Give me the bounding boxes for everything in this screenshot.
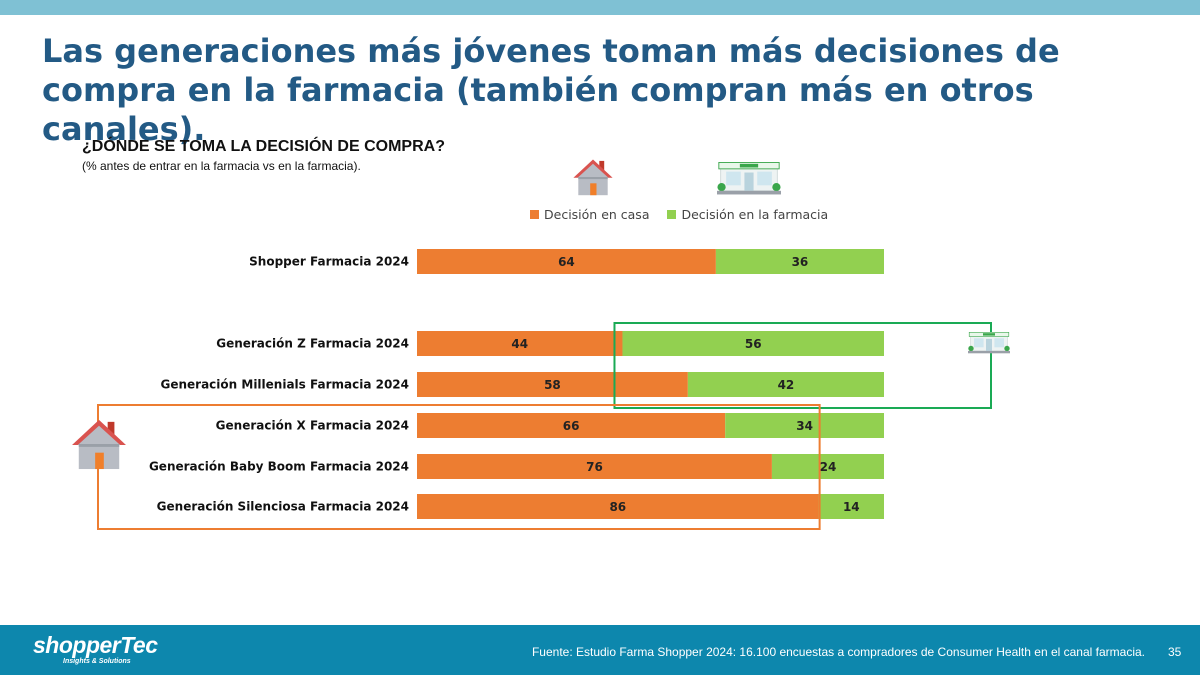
bar-segment-farmacia: [687, 372, 884, 397]
bar-segment-farmacia: [622, 331, 884, 356]
data-label: 76: [586, 460, 603, 474]
data-label: 44: [511, 337, 528, 351]
pharmacy-storefront-icon: [968, 331, 1010, 354]
data-label: 64: [558, 255, 575, 269]
chart-subheading: (% antes de entrar en la farmacia vs en …: [82, 159, 361, 173]
stacked-bar-chart: 64 36 44 56 58 42 66 34 76 24 86 14 Shopper Farmaci…: [72, 159, 1010, 530]
bars-layer: 64 36 44 56 58 42 66 34 76 24 86 14: [417, 249, 884, 519]
house-icon: [573, 159, 613, 196]
category-label: Generación Baby Boom Farmacia 2024: [149, 460, 409, 474]
category-label: Generación Silenciosa Farmacia 2024: [157, 500, 409, 514]
chart-legend: Decisión en casa Decisión en la farmacia: [530, 207, 828, 222]
slide-title: Las generaciones más jóvenes toman más d…: [42, 32, 1060, 148]
category-label: Generación Millenials Farmacia 2024: [161, 378, 410, 392]
bar-segment-casa: [417, 413, 726, 438]
data-label: 66: [563, 419, 580, 433]
highlight-box-farmacia: [613, 322, 992, 409]
category-label: Generación Z Farmacia 2024: [216, 337, 409, 351]
shoppertec-logo: shopperTec: [33, 632, 158, 658]
data-label: 58: [544, 378, 561, 392]
data-label: 24: [820, 460, 837, 474]
bar-segment-casa: [417, 372, 688, 397]
legend-label-farmacia: Decisión en la farmacia: [681, 207, 829, 222]
data-label: 42: [778, 378, 795, 392]
legend-label-casa: Decisión en casa: [544, 207, 650, 222]
house-icon: [72, 419, 126, 470]
bar-segment-casa: [417, 249, 716, 274]
source-note: Fuente: Estudio Farma Shopper 2024: 16.1…: [531, 645, 1145, 659]
category-labels-layer: Shopper Farmacia 2024 Generación Z Farmac…: [149, 255, 409, 514]
data-label: 36: [792, 255, 809, 269]
footer-bar: [0, 625, 1200, 675]
category-label: Shopper Farmacia 2024: [249, 255, 409, 269]
top-accent-bar: [0, 0, 1200, 15]
legend-item-farmacia: Decisión en la farmacia: [667, 207, 828, 222]
page-number: 35: [1168, 645, 1182, 659]
pharmacy-storefront-icon: [717, 161, 781, 195]
bar-segment-farmacia: [771, 454, 884, 479]
logo-tagline: Insights & Solutions: [63, 658, 131, 665]
bar-segment-farmacia: [818, 494, 884, 519]
legend-swatch-casa: [530, 210, 539, 219]
data-label: 56: [745, 337, 762, 351]
data-label: 14: [843, 500, 860, 514]
legend-item-casa: Decisión en casa: [530, 207, 649, 222]
bar-segment-casa: [417, 494, 819, 519]
bar-segment-casa: [417, 331, 623, 356]
chart-heading: ¿DÓNDE SE TOMA LA DECISIÓN DE COMPRA?: [82, 138, 445, 155]
bar-segment-farmacia: [715, 249, 884, 274]
data-label: 34: [796, 419, 813, 433]
data-label: 86: [609, 500, 626, 514]
legend-swatch-farmacia: [667, 210, 677, 219]
category-label: Generación X Farmacia 2024: [216, 419, 409, 433]
bar-segment-casa: [417, 454, 772, 479]
bar-segment-farmacia: [725, 413, 884, 438]
